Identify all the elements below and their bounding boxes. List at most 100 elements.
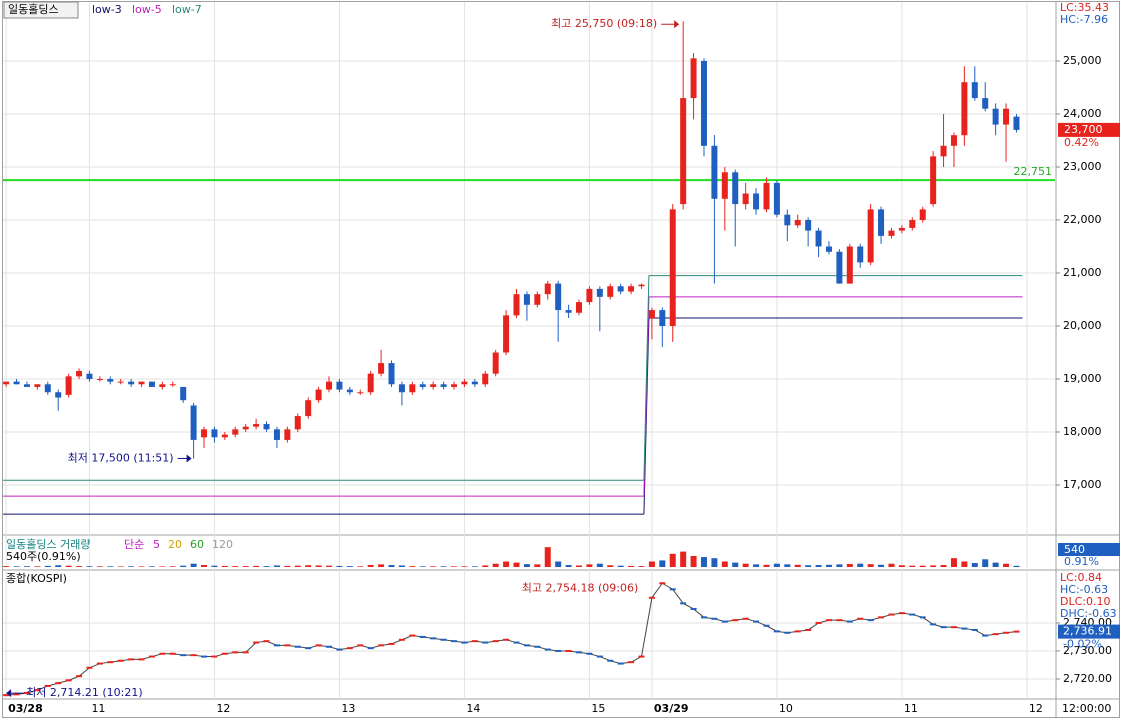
candle-body — [721, 172, 728, 199]
candle-body — [940, 145, 947, 157]
candle-body — [44, 384, 51, 393]
volume-bar — [753, 564, 760, 567]
volume-bar — [919, 565, 926, 567]
x-tick-label: 12 — [216, 702, 230, 715]
volume-bar — [96, 566, 103, 567]
candle-body — [117, 381, 124, 383]
volume-bar — [253, 565, 260, 567]
candle-body — [773, 182, 780, 215]
candle-body — [211, 429, 218, 438]
x-tick-label: 11 — [904, 702, 918, 715]
candle-body — [148, 381, 155, 387]
volume-bar — [909, 565, 916, 567]
volume-bar — [565, 565, 572, 567]
x-tick-label: 13 — [341, 702, 355, 715]
volume-bar — [815, 565, 822, 567]
volume-bar — [346, 566, 353, 567]
reference-label: 22,751 — [1014, 165, 1053, 178]
candle-body — [76, 371, 83, 377]
volume-bar — [930, 565, 937, 567]
volume-bar — [534, 564, 541, 567]
volume-bar — [680, 551, 687, 567]
volume-bar — [492, 563, 499, 567]
volume-bar — [836, 564, 843, 567]
candle-body — [867, 209, 874, 263]
candle-body — [794, 219, 801, 226]
chart-title: 일동홀딩스 — [8, 2, 59, 16]
volume-bar — [419, 566, 426, 567]
candle-body — [732, 172, 739, 205]
volume-bar — [732, 562, 739, 567]
volume-bar — [294, 565, 301, 567]
panel-title: 종합(KOSPI) — [6, 572, 67, 585]
candle-body — [930, 156, 937, 205]
candle-body — [221, 434, 228, 438]
candle-body — [3, 381, 10, 385]
volume-bar — [898, 565, 905, 567]
candle-body — [596, 288, 603, 297]
panel-subtitle: 540주(0.91%) — [6, 550, 81, 563]
candle-body — [669, 209, 676, 326]
volume-bar — [388, 565, 395, 567]
price-tag — [1058, 122, 1120, 137]
legend-entry: low-7 — [172, 3, 202, 16]
kospi-tag — [1058, 624, 1120, 639]
x-tick-label: 12 — [1029, 702, 1043, 715]
candle-body — [992, 108, 999, 125]
candle-body — [419, 384, 426, 387]
annotation-arrowhead — [674, 20, 680, 29]
x-tick-label: 11 — [91, 702, 105, 715]
volume-bar — [117, 566, 124, 567]
kospi-tag-label: 2,736.91 — [1063, 625, 1112, 638]
volume-tag — [1058, 543, 1120, 556]
volume-bar — [357, 566, 364, 567]
volume-change: 0.91% — [1064, 555, 1099, 568]
volume-bar — [721, 561, 728, 567]
candle-body — [617, 286, 624, 292]
candle-body — [451, 384, 458, 387]
volume-bar — [878, 564, 885, 567]
candle-body — [96, 378, 103, 380]
candle-body — [784, 214, 791, 226]
y-tick-label: 24,000 — [1063, 107, 1102, 120]
volume-tag-label: 540 — [1064, 543, 1085, 556]
candle-body — [648, 310, 655, 319]
annotation-min: 최저 17,500 (11:51) — [68, 451, 174, 464]
volume-bar — [23, 566, 30, 567]
candle-body — [950, 135, 957, 146]
volume-bar — [690, 556, 697, 567]
candle-body — [65, 376, 72, 395]
price-change: 0.42% — [1064, 136, 1099, 149]
volume-bar — [523, 564, 530, 567]
candle-body — [107, 378, 114, 382]
volume-bar — [44, 565, 51, 567]
volume-bar — [607, 565, 614, 567]
candle-body — [846, 246, 853, 284]
volume-bar — [513, 562, 520, 567]
candle-body — [336, 381, 343, 390]
x-tick-label: 10 — [779, 702, 793, 715]
volume-bar — [86, 566, 93, 567]
volume-bar — [409, 566, 416, 567]
candle-body — [971, 82, 978, 99]
ma-label: 단순 — [124, 538, 144, 551]
volume-bar — [846, 563, 853, 567]
candle-body — [659, 310, 666, 326]
volume-bar — [107, 566, 114, 567]
candle-body — [357, 392, 364, 394]
x-tick-label: 15 — [591, 702, 605, 715]
x-tick-label: 03/28 — [8, 702, 43, 715]
candle-body — [398, 384, 405, 393]
candle-body — [628, 286, 635, 292]
volume-bar — [950, 558, 957, 567]
time-label: 12:00:00 — [1062, 702, 1111, 715]
candle-body — [1003, 108, 1010, 125]
candle-body — [763, 182, 770, 210]
candle-body — [190, 405, 197, 440]
volume-bar — [773, 563, 780, 567]
candle-body — [534, 294, 541, 305]
volume-bar — [555, 561, 562, 567]
candle-body — [909, 219, 916, 228]
volume-bar — [617, 565, 624, 567]
